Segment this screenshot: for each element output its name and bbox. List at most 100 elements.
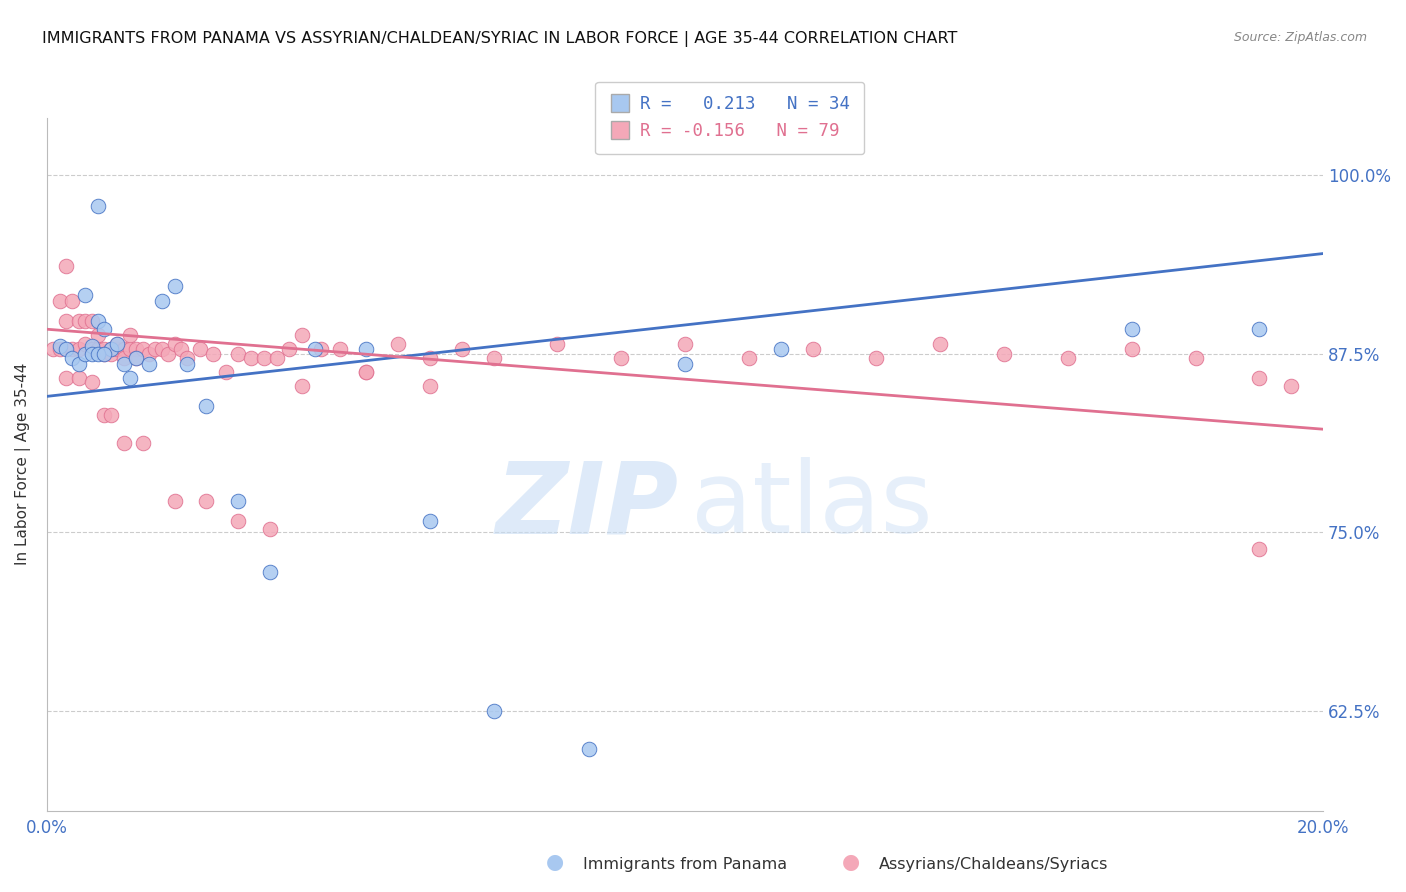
- Point: [131, 343, 153, 357]
- Point: [801, 343, 824, 357]
- Point: [93, 408, 115, 422]
- Point: [354, 365, 377, 379]
- Point: [62, 293, 84, 308]
- Point: [55, 313, 77, 327]
- Point: [291, 327, 314, 342]
- Point: [100, 343, 122, 357]
- Point: [157, 346, 180, 360]
- Point: [87, 327, 110, 342]
- Point: [259, 565, 281, 579]
- Point: [311, 343, 333, 357]
- Text: atlas: atlas: [692, 458, 934, 554]
- Text: ●: ●: [547, 853, 564, 872]
- Point: [253, 351, 276, 365]
- Point: [112, 351, 135, 365]
- Point: [482, 704, 505, 718]
- Point: [214, 365, 236, 379]
- Point: [67, 357, 90, 371]
- Point: [419, 514, 441, 528]
- Point: [62, 351, 84, 365]
- Point: [240, 351, 263, 365]
- Text: Source: ZipAtlas.com: Source: ZipAtlas.com: [1233, 31, 1367, 45]
- Point: [482, 351, 505, 365]
- Point: [195, 400, 218, 414]
- Point: [105, 336, 128, 351]
- Point: [118, 343, 141, 357]
- Point: [75, 313, 97, 327]
- Point: [304, 343, 326, 357]
- Point: [354, 343, 377, 357]
- Point: [105, 336, 128, 351]
- Point: [673, 357, 696, 371]
- Point: [55, 343, 77, 357]
- Point: [125, 351, 148, 365]
- Point: [1249, 322, 1271, 336]
- Point: [201, 346, 224, 360]
- Point: [100, 343, 122, 357]
- Point: [118, 371, 141, 385]
- Legend: R =   0.213   N = 34, R = -0.156   N = 79: R = 0.213 N = 34, R = -0.156 N = 79: [595, 81, 865, 154]
- Point: [228, 346, 250, 360]
- Point: [278, 343, 301, 357]
- Point: [419, 351, 441, 365]
- Text: ZIP: ZIP: [496, 458, 679, 554]
- Point: [48, 293, 70, 308]
- Point: [55, 260, 77, 274]
- Text: Immigrants from Panama: Immigrants from Panama: [583, 857, 787, 872]
- Point: [125, 351, 148, 365]
- Point: [163, 493, 186, 508]
- Point: [87, 343, 110, 357]
- Point: [1057, 351, 1080, 365]
- Point: [1121, 343, 1143, 357]
- Point: [387, 336, 409, 351]
- Point: [673, 336, 696, 351]
- Point: [55, 371, 77, 385]
- Point: [150, 293, 173, 308]
- Point: [610, 351, 633, 365]
- Point: [228, 514, 250, 528]
- Point: [170, 343, 193, 357]
- Point: [150, 343, 173, 357]
- Point: [87, 346, 110, 360]
- Text: IMMIGRANTS FROM PANAMA VS ASSYRIAN/CHALDEAN/SYRIAC IN LABOR FORCE | AGE 35-44 CO: IMMIGRANTS FROM PANAMA VS ASSYRIAN/CHALD…: [42, 31, 957, 47]
- Point: [48, 339, 70, 353]
- Text: Assyrians/Chaldeans/Syriacs: Assyrians/Chaldeans/Syriacs: [879, 857, 1108, 872]
- Point: [1184, 351, 1206, 365]
- Point: [228, 493, 250, 508]
- Text: ●: ●: [842, 853, 859, 872]
- Point: [145, 343, 167, 357]
- Point: [1121, 322, 1143, 336]
- Point: [929, 336, 952, 351]
- Point: [546, 336, 568, 351]
- Point: [87, 313, 110, 327]
- Point: [112, 436, 135, 450]
- Point: [125, 343, 148, 357]
- Point: [118, 327, 141, 342]
- Y-axis label: In Labor Force | Age 35-44: In Labor Force | Age 35-44: [15, 363, 31, 566]
- Point: [176, 357, 198, 371]
- Point: [80, 375, 103, 389]
- Point: [100, 408, 122, 422]
- Point: [80, 346, 103, 360]
- Point: [80, 339, 103, 353]
- Point: [354, 365, 377, 379]
- Point: [42, 343, 65, 357]
- Point: [93, 346, 115, 360]
- Point: [419, 379, 441, 393]
- Point: [100, 346, 122, 360]
- Point: [67, 343, 90, 357]
- Point: [75, 346, 97, 360]
- Point: [163, 336, 186, 351]
- Point: [112, 357, 135, 371]
- Point: [865, 351, 887, 365]
- Point: [80, 343, 103, 357]
- Point: [450, 343, 472, 357]
- Point: [993, 346, 1015, 360]
- Point: [291, 379, 314, 393]
- Point: [93, 346, 115, 360]
- Point: [48, 343, 70, 357]
- Point: [329, 343, 352, 357]
- Point: [138, 346, 160, 360]
- Point: [75, 336, 97, 351]
- Point: [87, 199, 110, 213]
